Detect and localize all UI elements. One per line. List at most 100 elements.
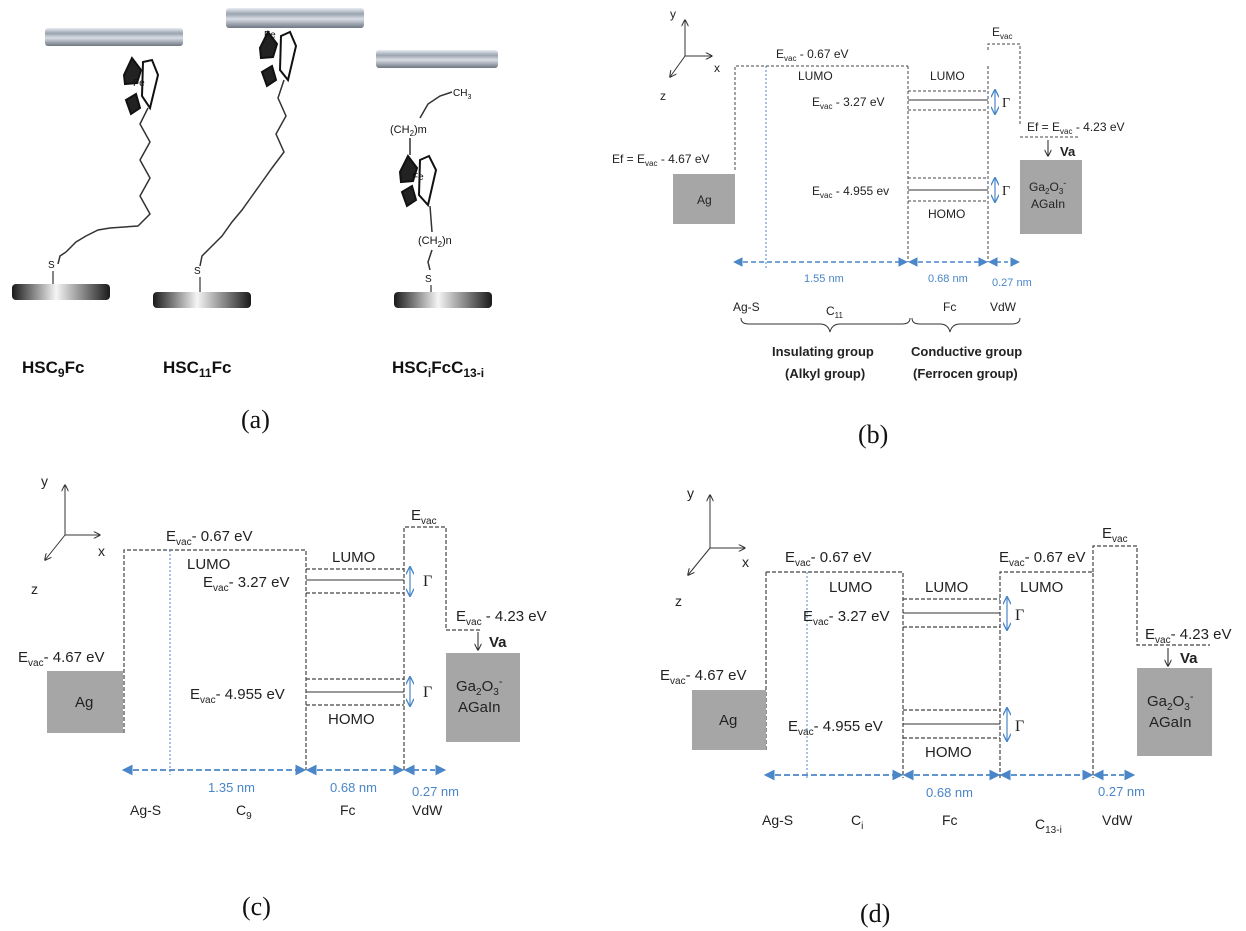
label-hsc9fc: HSC9Fc: [22, 358, 84, 380]
lumo-d3: LUMO: [1020, 579, 1063, 596]
ferrocene-2: [258, 30, 298, 88]
evac-top-b: Evac: [992, 25, 1012, 41]
gao-label-d: Ga2O3-: [1147, 691, 1194, 713]
fc-d: Fc: [942, 812, 958, 828]
substrate-2: [153, 292, 251, 308]
s-label-1: S: [48, 260, 55, 271]
terminal-chain-3: [419, 91, 453, 119]
top-electrode-2: [226, 8, 364, 28]
axis-z-label-c: z: [31, 581, 38, 597]
axis-x-label-b: x: [714, 61, 720, 75]
ag-label-d: Ag: [719, 712, 737, 729]
caption-d: (d): [860, 899, 890, 928]
axis-z-d: [688, 547, 711, 575]
gao-block-c: [446, 653, 520, 742]
gao-label2-b: AGaIn: [1031, 197, 1065, 211]
lumo-c1: LUMO: [187, 556, 230, 573]
va-d: Va: [1180, 650, 1198, 667]
homo-b: HOMO: [928, 207, 965, 221]
c9-c: C9: [236, 802, 252, 822]
lumo-d1: LUMO: [829, 579, 872, 596]
panel-c: y x z Γ Γ Evac- 0.67 eV LUMO LUMO Evac- …: [18, 473, 547, 921]
dist-d2: 0.68 nm: [926, 785, 973, 800]
gao-label2-c: AGaIn: [458, 699, 501, 716]
gao-block-b: [1020, 160, 1082, 234]
ag-s-b: Ag-S: [733, 300, 760, 314]
gamma-b1: Γ: [1002, 96, 1010, 111]
ag-label-b: Ag: [697, 193, 712, 207]
homo-c: HOMO: [328, 711, 375, 728]
va-c: Va: [489, 634, 507, 651]
caption-c: (c): [242, 892, 271, 921]
dist-c1: 1.35 nm: [208, 780, 255, 795]
brace-alkyl: [740, 317, 911, 333]
gao-label-c: Ga2O3-: [456, 676, 503, 698]
alkyl-chain-1b: [57, 251, 67, 265]
evac-left-c: Evac- 4.67 eV: [18, 649, 104, 669]
gao-label2-d: AGaIn: [1149, 714, 1192, 731]
fe-label-1: Fe: [133, 78, 145, 89]
ag-block-b: [673, 174, 735, 224]
axis-y-label-d: y: [687, 485, 694, 501]
evac-lumo-level-b: Evac - 0.67 eV: [776, 47, 849, 63]
group2-line2: (Ferrocen group): [913, 366, 1018, 381]
group1-line2: (Alkyl group): [785, 366, 865, 381]
axis-x-label-c: x: [98, 543, 105, 559]
va-b: Va: [1060, 144, 1076, 159]
evac-right-d: Evac- 4.23 eV: [1145, 626, 1231, 646]
evac-top-c: Evac: [411, 507, 437, 527]
gao-block-d: [1137, 668, 1212, 756]
chain-3-link-3: [427, 249, 433, 271]
evac-327-c: Evac- 3.27 eV: [203, 574, 289, 594]
brace-fc: [911, 317, 1021, 333]
evac-4955-b: Evac - 4.955 ev: [812, 184, 889, 200]
panel-a: Fe S Fe S CH3 (CH2)m Fe (CH2)n S: [12, 8, 498, 434]
vdw-barrier-d: [1092, 545, 1210, 646]
lumo-b1: LUMO: [798, 69, 833, 83]
panel-d: y x z Γ Γ Evac- 0.67 eV Evac- 0.67 eV LU…: [660, 485, 1231, 928]
axis-z-label-d: z: [675, 593, 682, 609]
gamma-d1: Γ: [1015, 607, 1024, 624]
vdw-d: VdW: [1102, 812, 1133, 828]
gamma-d2: Γ: [1015, 718, 1024, 735]
ferrocene-3: [398, 154, 438, 208]
vdw-barrier-c: [403, 526, 480, 631]
c13i-d: C13-i: [1035, 816, 1062, 836]
evac-left-d: Evac- 4.67 eV: [660, 667, 746, 687]
band-right-d: [999, 571, 1094, 778]
dist-d3: 0.27 nm: [1098, 784, 1145, 799]
band-left-c: [123, 549, 307, 770]
ag-block-d: [692, 690, 766, 750]
evac-4955-c: Evac- 4.955 eV: [190, 686, 285, 706]
lumo-b2: LUMO: [930, 69, 965, 83]
alkyl-chain-1: [65, 107, 151, 253]
evac-327-b: Evac - 3.27 eV: [812, 95, 885, 111]
fc-c: Fc: [340, 802, 356, 818]
vdw-barrier-b: [987, 43, 1021, 125]
evac-lumo-level-c: Evac- 0.67 eV: [166, 528, 252, 548]
axis-z-b: [670, 55, 686, 77]
gao-label-b: Ga2O3-: [1029, 178, 1066, 196]
dist-c2: 0.68 nm: [330, 780, 377, 795]
s-label-2: S: [194, 266, 201, 277]
evac-lumo-level-d: Evac- 0.67 eV: [785, 549, 871, 569]
fc-b: Fc: [943, 300, 956, 314]
axis-z-c: [45, 534, 66, 560]
substrate-3: [394, 292, 492, 308]
ci-d: Ci: [851, 812, 863, 832]
gamma-b2: Γ: [1002, 184, 1010, 199]
axis-z-label-b: z: [660, 89, 666, 103]
fe-label-2: Fe: [264, 30, 276, 41]
ferrocene-1: [122, 56, 160, 116]
c11-b: C11: [826, 304, 844, 320]
ch2m-label: (CH2)m: [390, 124, 427, 138]
gamma-c2: Γ: [423, 684, 432, 701]
lumo-c2: LUMO: [332, 549, 375, 566]
lumo-d2: LUMO: [925, 579, 968, 596]
ag-label-c: Ag: [75, 694, 93, 711]
dist-b2: 0.68 nm: [928, 273, 968, 285]
vdw-b: VdW: [990, 300, 1017, 314]
panel-b: y x z Γ Γ Evac - 0.67 eV LUMO LUMO Evac …: [612, 7, 1125, 449]
fe-label-3: Fe: [412, 172, 424, 183]
gamma-c1: Γ: [423, 573, 432, 590]
